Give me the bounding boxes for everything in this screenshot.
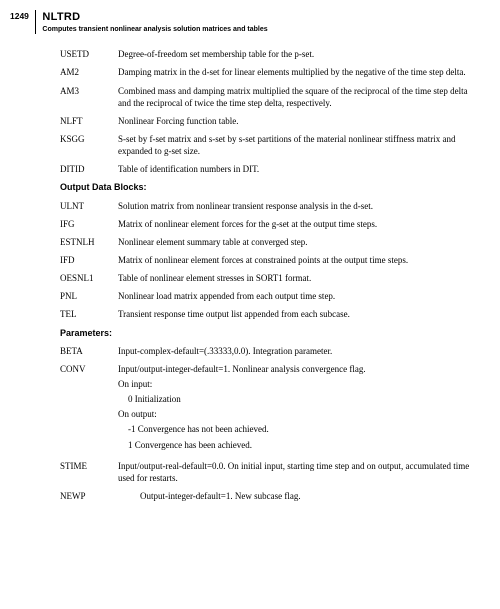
definition-row: STIME Input/output-real-default=0.0. On … [60,460,482,484]
description: Input-complex-default=(.33333,0.0). Inte… [118,345,482,357]
definition-row: NLFT Nonlinear Forcing function table. [60,115,482,127]
term: CONV [60,363,118,375]
header-divider [35,10,37,34]
parameters-section-header: Parameters: [60,327,482,339]
module-description: Computes transient nonlinear analysis so… [42,25,482,34]
conv-output-label: On output: [118,408,478,420]
term: USETD [60,48,118,60]
term: DITID [60,163,118,175]
term: BETA [60,345,118,357]
description: Degree-of-freedom set membership table f… [118,48,482,60]
term: ULNT [60,200,118,212]
definition-row: DITID Table of identification numbers in… [60,163,482,175]
description: Matrix of nonlinear element forces at co… [118,254,482,266]
description: Output-integer-default=1. New subcase fl… [118,490,482,502]
description: Transient response time output list appe… [118,308,482,320]
term: KSGG [60,133,118,145]
definition-row: AM3 Combined mass and damping matrix mul… [60,85,482,109]
definition-row: TEL Transient response time output list … [60,308,482,320]
definition-row: OESNL1 Table of nonlinear element stress… [60,272,482,284]
content-area: USETD Degree-of-freedom set membership t… [60,48,482,502]
description: Table of identification numbers in DIT. [118,163,482,175]
term: OESNL1 [60,272,118,284]
definition-row: ESTNLH Nonlinear element summary table a… [60,236,482,248]
term: PNL [60,290,118,302]
conv-input-label: On input: [118,378,478,390]
term: NLFT [60,115,118,127]
term: ESTNLH [60,236,118,248]
description: Damping matrix in the d-set for linear e… [118,66,482,78]
definition-row: USETD Degree-of-freedom set membership t… [60,48,482,60]
definition-row: CONV Input/output-integer-default=1. Non… [60,363,482,454]
description: Nonlinear element summary table at conve… [118,236,482,248]
term: AM3 [60,85,118,97]
conv-pos1: 1 Convergence has been achieved. [118,439,478,451]
definition-row: NEWP Output-integer-default=1. New subca… [60,490,482,502]
term: STIME [60,460,118,472]
conv-main: Input/output-integer-default=1. Nonlinea… [118,363,478,375]
term: AM2 [60,66,118,78]
description: S-set by f-set matrix and s-set by s-set… [118,133,482,157]
description: Table of nonlinear element stresses in S… [118,272,482,284]
page-number: 1249 [10,10,29,22]
conv-neg1: -1 Convergence has not been achieved. [118,423,478,435]
term: TEL [60,308,118,320]
term: NEWP [60,490,118,502]
description: Combined mass and damping matrix multipl… [118,85,482,109]
title-block: NLTRD Computes transient nonlinear analy… [42,10,482,34]
module-name: NLTRD [42,10,482,25]
conv-init: 0 Initialization [118,393,478,405]
definition-row: IFD Matrix of nonlinear element forces a… [60,254,482,266]
description: Input/output-integer-default=1. Nonlinea… [118,363,482,454]
definition-row: KSGG S-set by f-set matrix and s-set by … [60,133,482,157]
term: IFD [60,254,118,266]
description: Nonlinear load matrix appended from each… [118,290,482,302]
definition-row: BETA Input-complex-default=(.33333,0.0).… [60,345,482,357]
definition-row: AM2 Damping matrix in the d-set for line… [60,66,482,78]
page-header: 1249 NLTRD Computes transient nonlinear … [10,10,482,34]
description: Input/output-real-default=0.0. On initia… [118,460,482,484]
definition-row: PNL Nonlinear load matrix appended from … [60,290,482,302]
output-section-header: Output Data Blocks: [60,181,482,193]
description: Matrix of nonlinear element forces for t… [118,218,482,230]
definition-row: IFG Matrix of nonlinear element forces f… [60,218,482,230]
term: IFG [60,218,118,230]
description: Nonlinear Forcing function table. [118,115,482,127]
description: Solution matrix from nonlinear transient… [118,200,482,212]
definition-row: ULNT Solution matrix from nonlinear tran… [60,200,482,212]
